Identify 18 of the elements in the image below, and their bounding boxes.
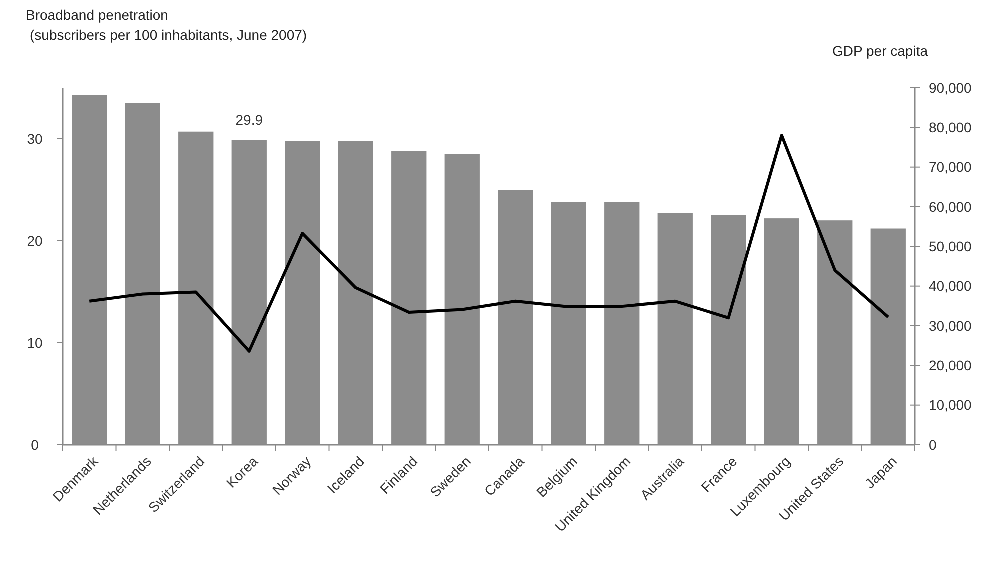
y2-tick-label: 10,000: [929, 397, 972, 414]
y2-tick-label: 90,000: [929, 80, 972, 96]
y2-tick-label: 20,000: [929, 358, 972, 374]
y2-tick-label: 60,000: [929, 198, 972, 215]
y2-axis-title: GDP per capita: [832, 43, 928, 59]
line-series: [88, 134, 890, 353]
y2-tick-label: 30,000: [929, 318, 972, 334]
y-tick-label: 0: [31, 436, 40, 453]
y2-tick-label: 50,000: [929, 238, 972, 255]
y-tick-label: 30: [27, 130, 43, 147]
y-tick-label: 10: [27, 334, 43, 351]
y2-tick-label: 0: [929, 436, 937, 453]
y2-tick-label: 80,000: [929, 120, 972, 136]
data-label: 29.9: [236, 112, 264, 128]
y2-tick-label: 70,000: [929, 159, 972, 176]
y2-tick-label: 40,000: [929, 278, 972, 294]
y-axis-title: Broadband penetration (subscribers per 100 inhabitants, June 2007): [26, 7, 308, 43]
y-tick-label: 20: [27, 232, 43, 249]
